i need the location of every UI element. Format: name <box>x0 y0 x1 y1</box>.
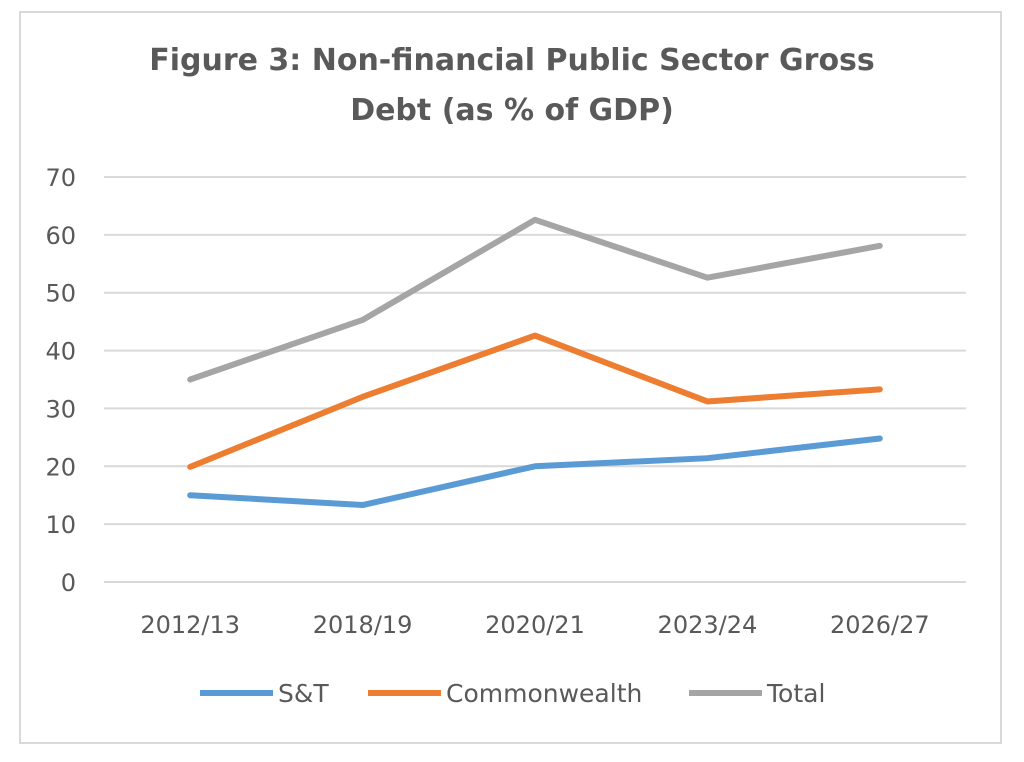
series-line-commonwealth <box>187 332 883 470</box>
data-point <box>189 379 191 380</box>
y-tick-label: 0 <box>61 569 76 597</box>
y-tick-label: 50 <box>45 280 76 308</box>
data-point <box>706 400 708 402</box>
legend-label: Total <box>766 679 825 708</box>
series-line-s-t <box>187 435 883 509</box>
series-line-total <box>187 216 883 383</box>
y-tick-label: 70 <box>45 164 76 192</box>
x-tick-label: 2026/27 <box>830 611 930 639</box>
x-tick-label: 2018/19 <box>313 611 413 639</box>
chart-title-line-1: Figure 3: Non-financial Public Sector Gr… <box>149 43 875 78</box>
data-point <box>879 438 881 440</box>
chart-title-line-2: Debt (as % of GDP) <box>350 93 674 128</box>
legend-label: Commonwealth <box>446 679 642 708</box>
y-tick-label: 60 <box>45 222 76 250</box>
x-tick-label: 2012/13 <box>140 611 240 639</box>
data-point <box>879 388 881 390</box>
y-tick-label: 10 <box>45 511 76 539</box>
y-tick-label: 20 <box>45 453 76 481</box>
data-point <box>362 319 364 321</box>
data-point <box>362 504 364 506</box>
data-point <box>706 457 708 459</box>
data-point <box>362 396 364 398</box>
data-point <box>189 494 191 496</box>
legend-label: S&T <box>278 679 329 708</box>
data-point <box>189 466 191 468</box>
x-tick-label: 2023/24 <box>658 611 758 639</box>
data-point <box>534 465 536 467</box>
data-point <box>706 277 708 279</box>
data-point <box>534 335 536 337</box>
data-point <box>534 219 536 221</box>
y-tick-label: 30 <box>45 395 76 423</box>
chart-frame <box>19 11 1002 744</box>
x-tick-label: 2020/21 <box>485 611 585 639</box>
y-tick-label: 40 <box>45 338 76 366</box>
data-point <box>879 245 881 247</box>
